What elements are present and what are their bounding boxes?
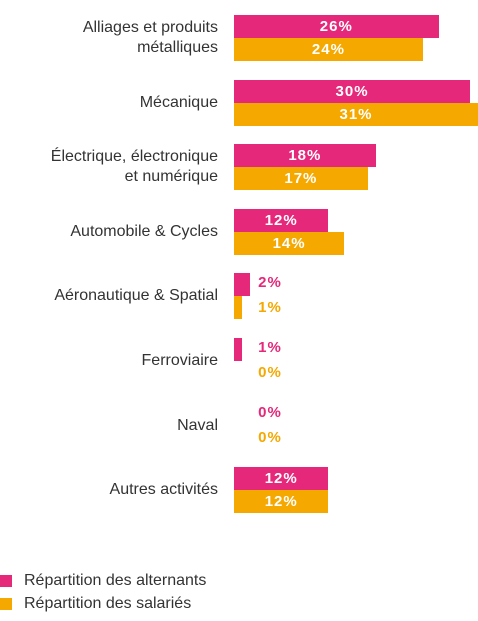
bar (234, 490, 329, 514)
legend-label: Répartition des alternants (24, 572, 207, 589)
bar (234, 296, 242, 320)
value-label: 12% (264, 470, 298, 488)
bar (234, 208, 329, 232)
value-label: 24% (311, 41, 345, 58)
value-label: 0% (258, 403, 282, 421)
category-label: Électrique, électronique et numérique (50, 148, 218, 186)
legend-swatch (0, 575, 12, 587)
bar (234, 467, 329, 491)
value-label: 30% (335, 82, 369, 100)
category-label: Ferroviaire (141, 352, 218, 369)
value-label: 26% (319, 18, 353, 35)
category-label: Aéronautique & Spatial (54, 287, 218, 305)
category-label: Autres activités (109, 481, 218, 499)
value-label: 0% (258, 364, 282, 381)
value-label: 2% (258, 274, 282, 292)
category-label: Automobile & Cycles (70, 222, 218, 240)
bar (234, 167, 368, 191)
bar (234, 231, 345, 255)
category-label: Alliages et produits métalliques (82, 19, 218, 56)
value-label: 0% (258, 428, 282, 446)
legend-label: Répartition des salariés (24, 595, 192, 612)
bar (234, 144, 376, 168)
bar (234, 273, 250, 297)
bar (234, 102, 478, 126)
category-label: Mécanique (139, 93, 218, 111)
category-label: Naval (177, 416, 218, 434)
value-label: 12% (264, 211, 298, 229)
bar (234, 79, 471, 103)
value-label: 1% (258, 299, 282, 317)
value-label: 18% (288, 147, 322, 165)
value-label: 31% (339, 105, 373, 123)
value-label: 12% (264, 493, 298, 511)
value-label: 1% (258, 339, 282, 356)
bar (234, 38, 423, 61)
bar (234, 15, 439, 38)
value-label: 14% (272, 234, 306, 252)
bar (234, 338, 242, 361)
value-label: 17% (284, 170, 318, 188)
legend-swatch (0, 598, 12, 610)
